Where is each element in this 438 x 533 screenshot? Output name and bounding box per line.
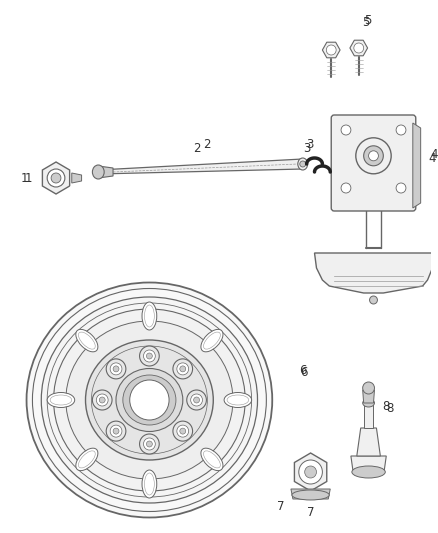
Circle shape — [146, 353, 152, 359]
Ellipse shape — [142, 302, 157, 330]
Circle shape — [110, 425, 122, 437]
Circle shape — [300, 161, 306, 167]
Circle shape — [106, 421, 126, 441]
Polygon shape — [350, 40, 367, 56]
Circle shape — [305, 466, 317, 478]
Circle shape — [396, 125, 406, 135]
Circle shape — [187, 390, 206, 410]
Circle shape — [96, 394, 108, 406]
Ellipse shape — [123, 375, 176, 425]
Ellipse shape — [76, 448, 98, 471]
Circle shape — [370, 296, 378, 304]
Text: 2: 2 — [203, 139, 210, 151]
Text: 2: 2 — [193, 141, 200, 155]
Polygon shape — [72, 173, 81, 183]
Circle shape — [194, 397, 200, 403]
Circle shape — [173, 421, 193, 441]
Ellipse shape — [363, 399, 374, 407]
Text: 1: 1 — [21, 172, 28, 184]
Text: 6: 6 — [300, 366, 307, 378]
Circle shape — [92, 390, 112, 410]
Circle shape — [110, 363, 122, 375]
Ellipse shape — [116, 368, 183, 432]
Circle shape — [144, 438, 155, 450]
Polygon shape — [351, 456, 386, 470]
Ellipse shape — [292, 490, 329, 500]
Ellipse shape — [27, 282, 272, 518]
Ellipse shape — [53, 309, 245, 491]
Polygon shape — [42, 162, 70, 194]
Circle shape — [113, 366, 119, 372]
Circle shape — [299, 460, 322, 484]
Text: 7: 7 — [277, 500, 285, 513]
Ellipse shape — [224, 392, 251, 408]
Polygon shape — [294, 453, 327, 491]
Ellipse shape — [76, 329, 98, 352]
Polygon shape — [98, 159, 303, 174]
Circle shape — [99, 397, 105, 403]
Polygon shape — [357, 428, 380, 456]
Text: 7: 7 — [307, 506, 314, 520]
Ellipse shape — [142, 470, 157, 498]
Polygon shape — [98, 166, 113, 178]
Ellipse shape — [85, 340, 213, 460]
Polygon shape — [314, 253, 438, 293]
Circle shape — [341, 183, 351, 193]
Circle shape — [180, 366, 186, 372]
Text: 4: 4 — [431, 148, 438, 160]
Circle shape — [146, 441, 152, 447]
Ellipse shape — [66, 321, 233, 479]
Circle shape — [130, 380, 169, 420]
Circle shape — [177, 425, 189, 437]
Circle shape — [354, 43, 364, 53]
Circle shape — [180, 428, 186, 434]
Circle shape — [364, 146, 383, 166]
Circle shape — [363, 382, 374, 394]
Ellipse shape — [92, 165, 104, 179]
Text: 8: 8 — [382, 400, 390, 413]
Text: 5: 5 — [362, 15, 369, 28]
Ellipse shape — [47, 392, 75, 408]
Circle shape — [369, 151, 378, 161]
Circle shape — [177, 363, 189, 375]
Circle shape — [140, 346, 159, 366]
Circle shape — [140, 434, 159, 454]
Polygon shape — [364, 403, 374, 428]
Polygon shape — [322, 42, 340, 58]
Ellipse shape — [201, 329, 223, 352]
Ellipse shape — [298, 158, 307, 170]
Circle shape — [396, 183, 406, 193]
Text: 3: 3 — [306, 139, 313, 151]
Text: 4: 4 — [429, 151, 436, 165]
Text: 3: 3 — [303, 141, 311, 155]
Circle shape — [47, 169, 65, 187]
Text: 1: 1 — [25, 172, 32, 184]
Circle shape — [341, 125, 351, 135]
Circle shape — [51, 173, 61, 183]
Polygon shape — [291, 489, 330, 499]
Circle shape — [191, 394, 202, 406]
Ellipse shape — [352, 466, 385, 478]
Circle shape — [106, 359, 126, 379]
Circle shape — [356, 138, 391, 174]
Circle shape — [113, 428, 119, 434]
Ellipse shape — [41, 297, 258, 503]
Polygon shape — [363, 390, 374, 403]
Polygon shape — [413, 123, 420, 208]
Text: 5: 5 — [364, 13, 371, 27]
Text: 8: 8 — [386, 401, 394, 415]
Circle shape — [326, 45, 336, 55]
Circle shape — [144, 350, 155, 362]
Text: 6: 6 — [299, 364, 307, 376]
FancyBboxPatch shape — [331, 115, 416, 211]
Ellipse shape — [201, 448, 223, 471]
Circle shape — [173, 359, 193, 379]
